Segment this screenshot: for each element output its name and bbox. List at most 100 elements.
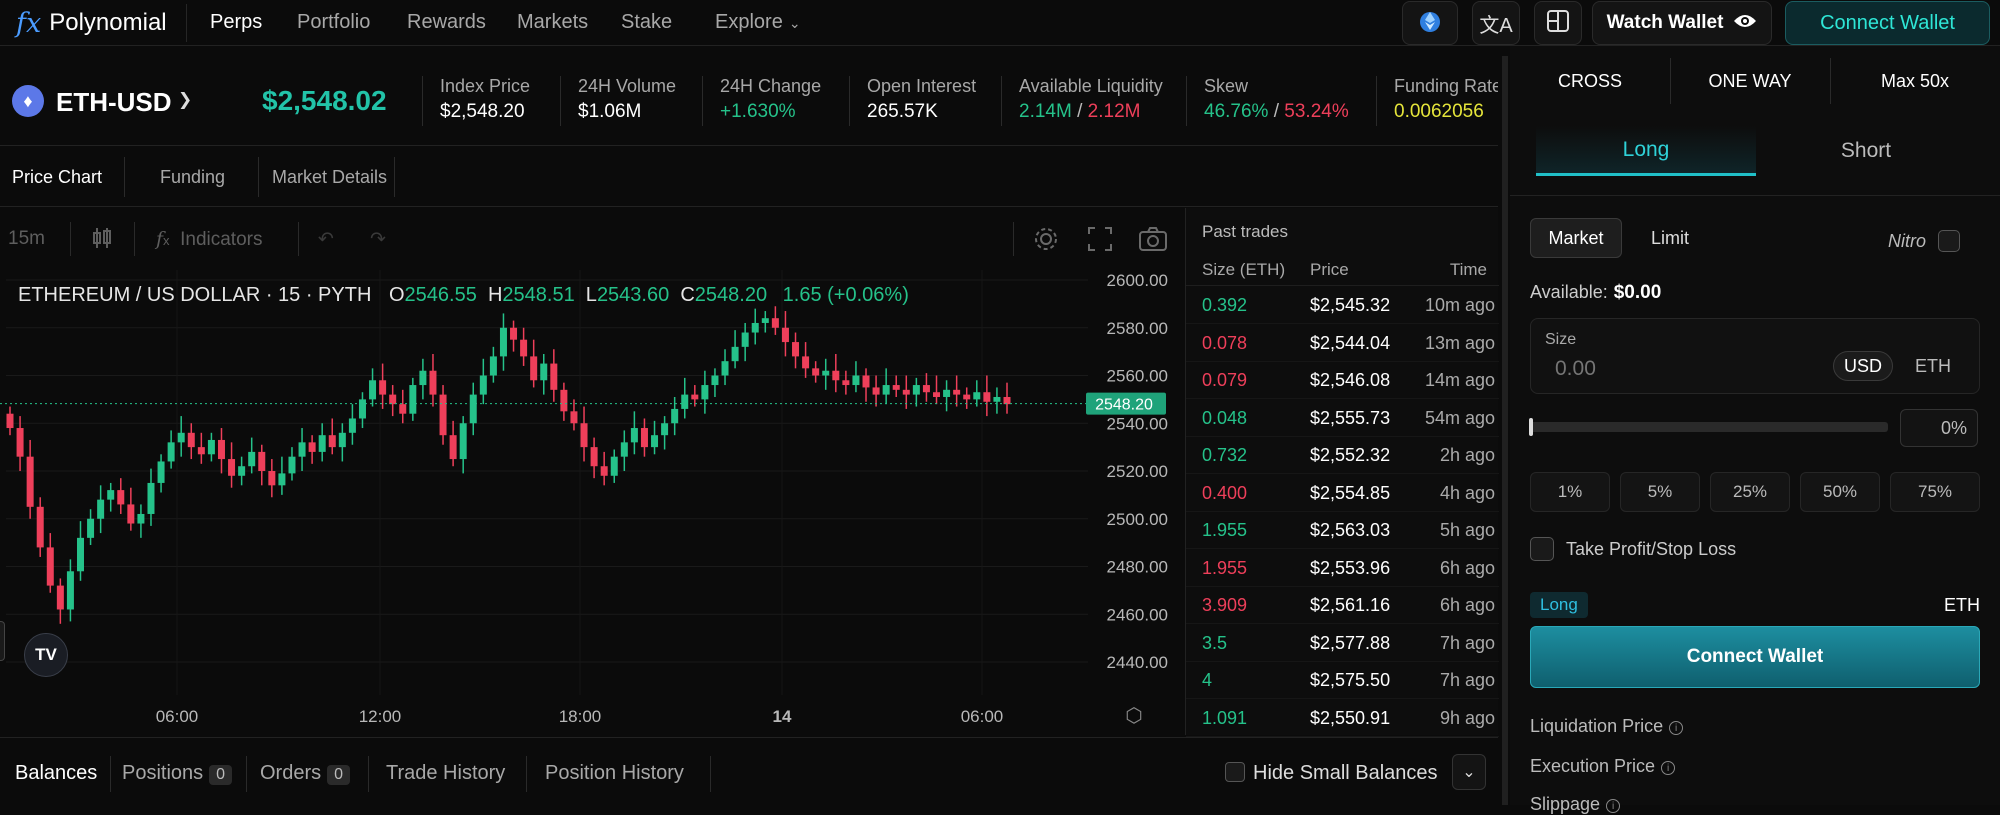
candle-body	[761, 318, 769, 323]
network-button[interactable]	[1402, 1, 1458, 45]
order-type-limit[interactable]: Limit	[1650, 227, 1689, 248]
tab-label: Positions	[122, 762, 204, 784]
language-button[interactable]: 文A	[1472, 1, 1520, 45]
skew-long: 46.76%	[1204, 101, 1269, 122]
info-icon[interactable]: i	[1661, 761, 1676, 775]
collapse-panel-button[interactable]: ⌄	[1452, 754, 1486, 790]
stat-divider	[422, 76, 423, 126]
camera-icon[interactable]	[1138, 225, 1168, 259]
candle-body	[963, 394, 971, 400]
chart-toolbar: 15m fx Indicators ↶ ↷	[0, 208, 1183, 270]
layout-button[interactable]	[1534, 1, 1582, 45]
stat-funding-rate: Funding Rate 0.0062056	[1394, 76, 1498, 123]
quick-50-percent[interactable]: 50%	[1800, 472, 1880, 512]
size-slider[interactable]	[1529, 418, 1888, 436]
legend-change: 1.65 (+0.06%)	[782, 284, 909, 306]
price-chart[interactable]: 2600.00 2580.00 2560.00 2540.00 2520.00 2500.…	[0, 270, 1183, 735]
nitro-toggle[interactable]: Nitro	[1888, 230, 1961, 252]
unit-eth-button[interactable]: ETH	[1915, 355, 1951, 376]
candle-body	[489, 356, 497, 376]
interval-selector[interactable]: 15m	[8, 228, 45, 249]
candlestick-chart[interactable]: 2600.00 2580.00 2560.00 2540.00 2520.00 2500.…	[0, 270, 1183, 735]
watch-wallet-button[interactable]: Watch Wallet	[1592, 1, 1772, 45]
candle-body	[6, 413, 14, 429]
tab-long[interactable]: Long	[1536, 126, 1756, 176]
quick-5-percent[interactable]: 5%	[1620, 472, 1700, 512]
stat-label: Skew	[1204, 76, 1249, 96]
x-tick-label: 12:00	[359, 707, 402, 726]
size-input-group: Size USD ETH	[1530, 318, 1980, 394]
candle-body	[751, 322, 759, 333]
tab-positions[interactable]: Positions 0	[122, 762, 233, 785]
market-selector[interactable]: ETH-USD	[56, 87, 172, 117]
tab-short[interactable]: Short	[1840, 139, 1892, 162]
candle-body	[600, 466, 608, 476]
connect-wallet-submit-button[interactable]: Connect Wallet	[1530, 626, 1980, 688]
tab-balances[interactable]: Balances	[15, 762, 98, 784]
nav-perps[interactable]: Perps	[210, 11, 263, 33]
candle-body	[993, 396, 1001, 402]
info-icon[interactable]: i	[1669, 721, 1684, 735]
positions-count-badge: 0	[209, 765, 233, 785]
nav-portfolio[interactable]: Portfolio	[297, 11, 371, 33]
trade-row: 3.5 $2,577.88 7h ago	[1186, 625, 1499, 662]
nav-stake[interactable]: Stake	[621, 11, 673, 33]
quick-75-percent[interactable]: 75%	[1890, 472, 1980, 512]
candle-body	[499, 327, 507, 357]
tab-funding[interactable]: Funding	[160, 167, 226, 187]
candle-body	[97, 499, 105, 519]
chevron-down-icon[interactable]: ❯	[178, 90, 193, 109]
hide-small-balances-toggle[interactable]: Hide Small Balances	[1225, 762, 1438, 785]
size-input[interactable]	[1553, 355, 1793, 383]
checkbox[interactable]	[1938, 230, 1961, 252]
tab-price-chart[interactable]: Price Chart	[12, 167, 103, 187]
trade-row: 1.091 $2,550.91 9h ago	[1186, 700, 1499, 737]
order-type-market[interactable]: Market	[1530, 218, 1622, 258]
unit-usd-button[interactable]: USD	[1833, 351, 1893, 381]
connect-wallet-button[interactable]: Connect Wallet	[1785, 1, 1990, 45]
trade-size: 1.955	[1202, 520, 1248, 540]
margin-mode-button[interactable]: CROSS	[1557, 70, 1622, 91]
redo-icon[interactable]: ↷	[370, 229, 386, 250]
nav-explore[interactable]: Explore ⌄	[715, 11, 801, 34]
candle-body	[570, 411, 578, 424]
checkbox[interactable]	[1225, 762, 1245, 782]
slider-thumb[interactable]	[1529, 418, 1533, 436]
fullscreen-icon[interactable]	[1086, 225, 1114, 259]
tradingview-logo-icon[interactable]: TV	[24, 633, 68, 677]
quick-1-percent[interactable]: 1%	[1530, 472, 1610, 512]
indicators-button[interactable]: fx Indicators	[156, 228, 263, 250]
size-percent-input[interactable]: 0%	[1900, 409, 1978, 447]
candle-type-icon[interactable]	[90, 226, 114, 256]
take-profit-stop-loss-toggle[interactable]: Take Profit/Stop Loss	[1530, 537, 1736, 561]
stat-divider	[849, 76, 850, 126]
position-mode-button[interactable]: ONE WAY	[1708, 70, 1792, 91]
info-icon[interactable]: i	[1606, 799, 1621, 813]
tab-market-details[interactable]: Market Details	[272, 167, 388, 187]
tab-divider	[526, 756, 527, 792]
drawer-handle[interactable]	[0, 621, 5, 661]
tab-position-history[interactable]: Position History	[545, 762, 684, 784]
x-tick-label: 06:00	[961, 707, 1004, 726]
quick-25-percent[interactable]: 25%	[1710, 472, 1790, 512]
candle-body	[741, 332, 749, 347]
settings-gear-icon[interactable]	[1032, 225, 1060, 259]
undo-icon[interactable]: ↶	[318, 229, 334, 250]
logo[interactable]: fx Polynomial	[16, 8, 167, 39]
candle-body	[167, 442, 175, 462]
stat-value: 265.57K	[867, 101, 938, 122]
top-navigation: fx Polynomial Perps Portfolio Rewards Ma…	[0, 0, 2000, 46]
chart-tabs: Price Chart Funding Market Details	[0, 147, 1498, 207]
nav-rewards[interactable]: Rewards	[407, 11, 486, 33]
stat-value: 0.0062056	[1394, 101, 1484, 122]
tab-trade-history[interactable]: Trade History	[386, 762, 506, 784]
chart-title: ETHEREUM / US DOLLAR · 15 · PYTH	[18, 284, 372, 306]
checkbox[interactable]	[1530, 537, 1554, 561]
trade-price: $2,577.88	[1310, 632, 1391, 653]
tab-orders[interactable]: Orders 0	[260, 762, 351, 785]
nav-markets[interactable]: Markets	[517, 11, 589, 33]
panel-resizer[interactable]	[1502, 56, 1508, 805]
tab-label: Orders	[260, 762, 322, 784]
trade-row: 0.078 $2,544.04 13m ago	[1186, 325, 1499, 362]
leverage-button[interactable]: Max 50x	[1880, 70, 1950, 91]
